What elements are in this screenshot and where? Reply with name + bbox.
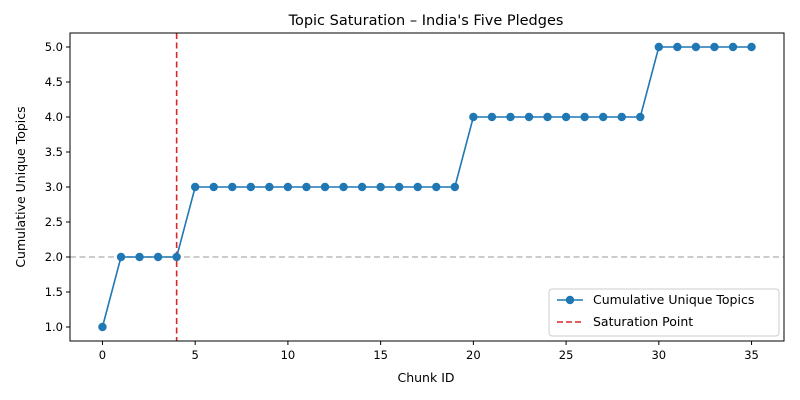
x-tick-label: 20 [466,348,481,362]
data-point [469,112,478,122]
plot-frame [69,32,785,342]
y-tick-label: 3.5 [45,145,63,159]
data-point [728,42,738,52]
data-point [747,42,756,52]
data-point [506,112,515,122]
x-tick-label: 30 [651,348,666,362]
x-tick-label: 35 [744,348,759,362]
legend-series-label: Cumulative Unique Topics [593,292,754,307]
data-point [246,182,256,192]
data-point [228,182,237,192]
data-point [394,182,404,192]
data-point [710,42,719,52]
data-point [580,112,589,122]
data-point [636,112,645,122]
data-point [190,182,200,192]
legend: Cumulative Unique Topics Saturation Poin… [548,288,780,337]
data-point [561,112,571,122]
data-point [654,42,664,52]
x-tick-label: 5 [192,348,199,362]
chart-title: Topic Saturation – India's Five Pledges [288,13,564,29]
y-tick-label: 3.0 [45,180,63,194]
data-point [673,42,682,52]
y-axis-label: Cumulative Unique Topics [13,106,28,267]
x-tick-label: 0 [99,348,106,362]
data-point [691,42,701,52]
y-tick-label: 4.5 [45,75,63,89]
x-axis-label: Chunk ID [397,370,454,385]
data-point [209,182,218,192]
y-tick-label: 1.0 [45,320,63,334]
data-point [116,252,126,262]
y-tick-label: 2.5 [45,215,63,229]
legend-series-marker [565,295,575,305]
data-point [357,182,367,192]
data-point [320,182,330,192]
y-tick-label: 4.0 [45,110,63,124]
y-tick-label: 5.0 [45,40,63,54]
data-point [376,182,385,192]
data-point [524,112,534,122]
data-point [617,112,626,122]
data-point [172,252,181,262]
data-point [339,182,348,192]
data-point [432,182,441,192]
series-line [101,46,752,328]
data-point [135,252,144,262]
data-point [153,252,163,262]
y-tick-label: 1.5 [45,285,63,299]
legend-box [548,288,780,337]
data-point [543,112,552,122]
data-point [265,182,274,192]
x-tick-label: 15 [373,348,388,362]
y-tick-label: 2.0 [45,250,63,264]
data-point [598,112,608,122]
data-point [98,322,107,332]
data-point [487,112,497,122]
x-tick-label: 10 [281,348,296,362]
x-tick-label: 25 [559,348,574,362]
legend-saturation-label: Saturation Point [593,314,693,329]
data-point [283,182,293,192]
data-point [450,182,460,192]
data-point [302,182,311,192]
data-point [413,182,422,192]
